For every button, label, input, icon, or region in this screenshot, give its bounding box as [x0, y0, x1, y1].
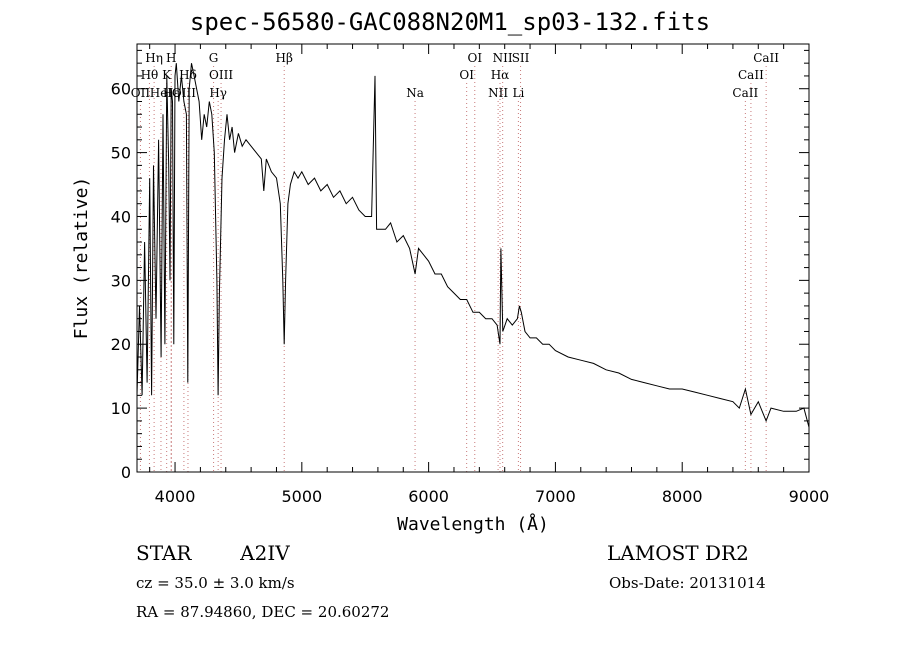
y-tick-label: 0 [121, 463, 131, 482]
y-tick-label: 10 [111, 399, 131, 418]
line-label: OIII [209, 68, 233, 82]
y-tick-label: 60 [111, 80, 131, 99]
x-axis-label: Wavelength (Å) [397, 513, 549, 535]
y-axis: 0 10 20 30 40 50 60 [111, 49, 809, 482]
y-tick-label: 40 [111, 207, 131, 226]
line-label: CaII [738, 68, 764, 82]
line-label: K [162, 68, 172, 82]
line-label: NII [493, 51, 513, 65]
x-tick-label: 5000 [281, 487, 322, 506]
class-value: STAR [136, 541, 192, 565]
line-label: OI [467, 51, 482, 65]
line-label: NII [488, 86, 508, 100]
plot-frame [136, 43, 810, 473]
line-label: Hγ [209, 86, 227, 100]
x-tick-label: 8000 [662, 487, 703, 506]
line-label: Hδ [179, 68, 197, 82]
spectrum-line [136, 63, 810, 428]
coordinates-text: RA = 87.94860, DEC = 20.60272 [136, 603, 390, 621]
line-label: Hθ [141, 68, 159, 82]
obs-date-text: Obs-Date: 20131014 [609, 574, 766, 592]
line-label: H [166, 51, 176, 65]
line-label: SII [512, 51, 530, 65]
line-label: Hα [491, 68, 510, 82]
x-tick-label: 4000 [155, 487, 196, 506]
survey-label: LAMOST DR2 [607, 541, 749, 565]
line-label: CaII [753, 51, 779, 65]
x-tick-label: 7000 [535, 487, 576, 506]
line-label: OI [459, 68, 474, 82]
x-axis: 4000 5000 6000 7000 8000 9000 [149, 44, 830, 506]
chart-title: spec-56580-GAC088N20M1_sp03-132.fits [189, 8, 711, 36]
y-tick-label: 30 [111, 271, 131, 290]
line-label: Li [512, 86, 524, 100]
redshift-text: cz = 35.0 ± 3.0 km/s [136, 574, 295, 592]
object-class: STAR A2IV [136, 541, 290, 565]
line-label: CaII [732, 86, 758, 100]
line-label: Hη [145, 51, 163, 65]
line-label: G [209, 51, 219, 65]
y-axis-label: Flux (relative) [71, 177, 92, 340]
y-tick-label: 50 [111, 144, 131, 163]
line-label: Na [406, 86, 424, 100]
subclass-value: A2IV [240, 541, 290, 565]
x-tick-label: 6000 [408, 487, 449, 506]
y-tick-label: 20 [111, 335, 131, 354]
x-tick-label: 9000 [789, 487, 830, 506]
line-label: Hβ [276, 51, 293, 65]
line-label: OII [131, 86, 151, 100]
